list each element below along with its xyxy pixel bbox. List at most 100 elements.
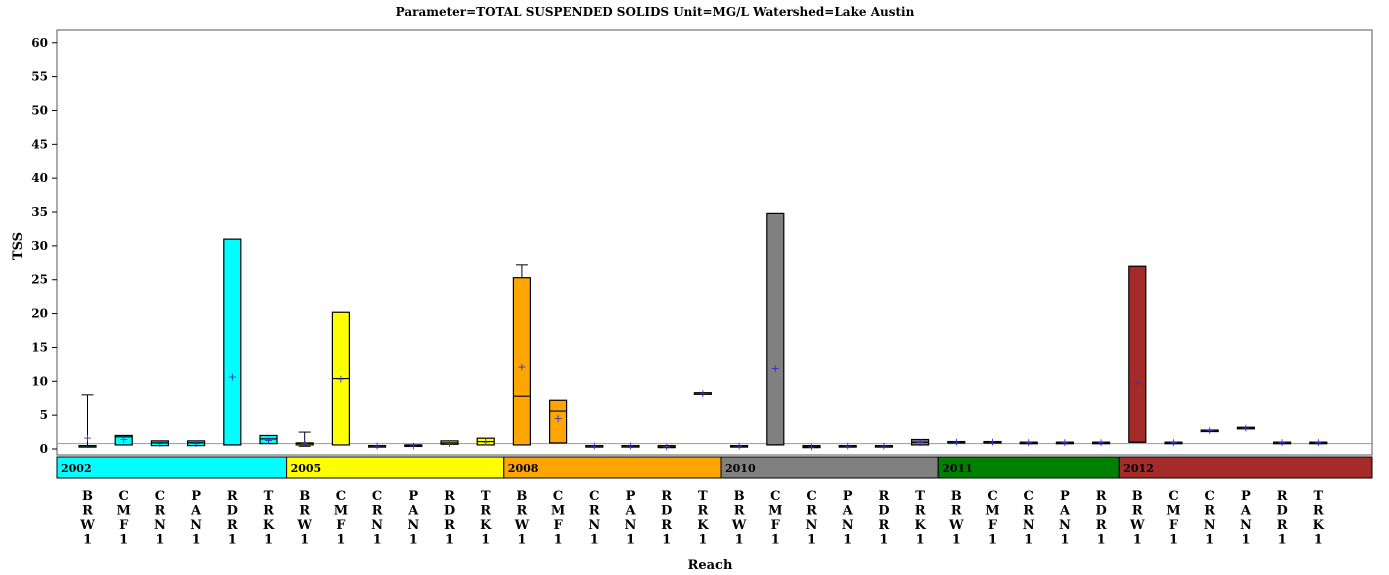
mean-marker: + xyxy=(662,441,671,454)
box-2012-BRW1: + xyxy=(1128,265,1147,443)
group-label: 2012 xyxy=(1123,462,1154,475)
y-tick-label: 55 xyxy=(31,70,48,84)
mean-marker: + xyxy=(264,434,273,447)
mean-marker: + xyxy=(952,436,961,449)
y-tick-label: 30 xyxy=(31,239,48,253)
box-2002-CMF1: + xyxy=(114,433,133,446)
mean-marker: + xyxy=(879,440,888,453)
box-2010-CRN1: + xyxy=(802,440,821,453)
y-tick-label: 10 xyxy=(31,374,48,388)
box-2012-CMF1: + xyxy=(1164,436,1183,449)
group-label: 2005 xyxy=(291,462,322,475)
box-2011-CRN1: + xyxy=(1019,436,1038,449)
mean-marker: + xyxy=(481,436,490,449)
box-2010-PAN1: + xyxy=(838,440,857,453)
y-tick-label: 5 xyxy=(40,408,48,422)
mean-marker: + xyxy=(988,436,997,449)
box-2010-TRK1: + xyxy=(910,436,930,449)
box-2005-CMF1: + xyxy=(331,311,350,446)
y-tick-label: 45 xyxy=(31,137,48,151)
box-2012-TRK1: + xyxy=(1309,436,1328,449)
mean-marker: + xyxy=(915,436,924,449)
box-2008-CRN1: + xyxy=(585,440,604,453)
mean-marker: + xyxy=(807,440,816,453)
mean-marker: + xyxy=(626,440,635,453)
box-2011-BRW1: + xyxy=(947,436,966,449)
box-2008-CMF1: + xyxy=(548,399,568,444)
mean-marker: + xyxy=(228,371,237,384)
box-2008-RDR1: + xyxy=(657,441,676,454)
box-2005-CRN1: + xyxy=(368,440,387,453)
y-tick-label: 15 xyxy=(31,340,48,354)
mean-marker: + xyxy=(734,440,743,453)
mean-marker: + xyxy=(191,437,200,450)
box-2002-RDR1: + xyxy=(223,238,242,446)
box-2008-PAN1: + xyxy=(621,440,640,453)
box-2005-PAN1: + xyxy=(404,440,423,453)
chart-title: Parameter=TOTAL SUSPENDED SOLIDS Unit=MG… xyxy=(396,5,915,19)
box-2012-PAN1: + xyxy=(1236,421,1256,434)
mean-marker: + xyxy=(155,437,164,450)
y-tick-label: 0 xyxy=(40,442,48,456)
mean-marker: + xyxy=(300,437,309,450)
box-2012-RDR1: + xyxy=(1272,436,1292,449)
box-body xyxy=(114,434,133,446)
box-body xyxy=(223,238,242,446)
box-body xyxy=(766,212,785,446)
mean-marker: + xyxy=(409,440,418,453)
mean-marker: + xyxy=(372,440,381,453)
mean-marker: + xyxy=(1133,377,1142,390)
box-2002-CRN1: + xyxy=(150,437,169,450)
group-label: 2008 xyxy=(508,462,539,475)
box-2011-RDR1: + xyxy=(1091,436,1111,449)
box-2011-PAN1: + xyxy=(1055,436,1075,449)
mean-marker: + xyxy=(1060,436,1069,449)
box-2008-TRK1: + xyxy=(693,387,713,400)
mean-marker: + xyxy=(1277,436,1286,449)
box-2002-PAN1: + xyxy=(187,437,206,450)
mean-marker: + xyxy=(1169,436,1178,449)
box-2012-CRN1: + xyxy=(1200,424,1219,437)
group-label: 2011 xyxy=(942,462,973,475)
mean-marker: + xyxy=(843,440,852,453)
box-2010-RDR1: + xyxy=(874,440,894,453)
y-axis-label: TSS xyxy=(11,232,26,260)
mean-marker: + xyxy=(1024,436,1033,449)
box-2005-RDR1: + xyxy=(440,437,459,450)
box-2010-CMF1: + xyxy=(766,212,785,446)
mean-marker: + xyxy=(336,373,345,386)
y-tick-label: 60 xyxy=(31,36,48,50)
mean-marker: + xyxy=(553,412,562,425)
mean-marker: + xyxy=(119,433,128,446)
group-band-2012 xyxy=(1118,456,1373,479)
mean-marker: + xyxy=(1205,424,1214,437)
box-body xyxy=(1128,265,1147,443)
box-2005-TRK1: + xyxy=(476,436,495,449)
plot-frame xyxy=(56,29,1373,456)
box-2011-CMF1: + xyxy=(983,436,1002,449)
y-tick-label: 40 xyxy=(31,171,48,185)
